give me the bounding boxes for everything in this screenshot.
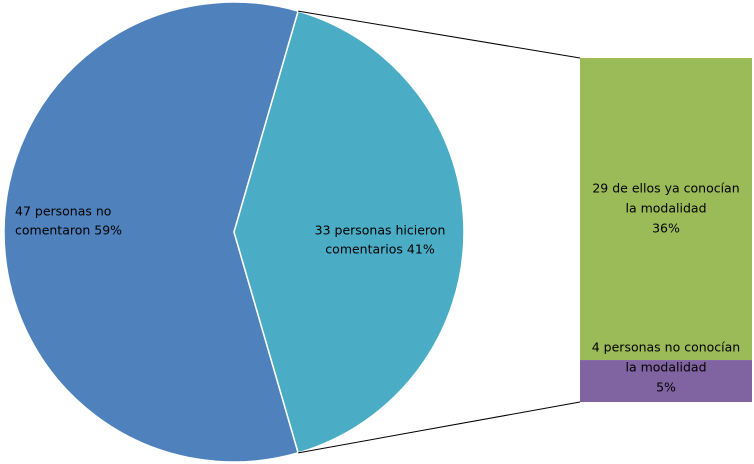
bar-segment xyxy=(580,360,752,402)
connector-line xyxy=(298,401,581,454)
slice-label: 33 personas hicieron xyxy=(315,223,446,238)
bar-label: 29 de ellos ya conocían xyxy=(592,181,739,196)
slice-label: comentaron 59% xyxy=(15,223,122,238)
bar-label: la modalidad xyxy=(626,201,707,216)
bar-label: 4 personas no conocían xyxy=(592,340,740,355)
bar-segment xyxy=(580,58,752,361)
pie-slice xyxy=(3,1,300,463)
bar-label: 5% xyxy=(656,380,676,395)
bar-label: la modalidad xyxy=(626,360,707,375)
slice-label: 47 personas no xyxy=(15,204,111,219)
pie-slice xyxy=(233,10,465,454)
bar-label: 36% xyxy=(652,221,680,236)
connector-line xyxy=(298,10,581,59)
slice-label: comentarios 41% xyxy=(325,242,435,257)
